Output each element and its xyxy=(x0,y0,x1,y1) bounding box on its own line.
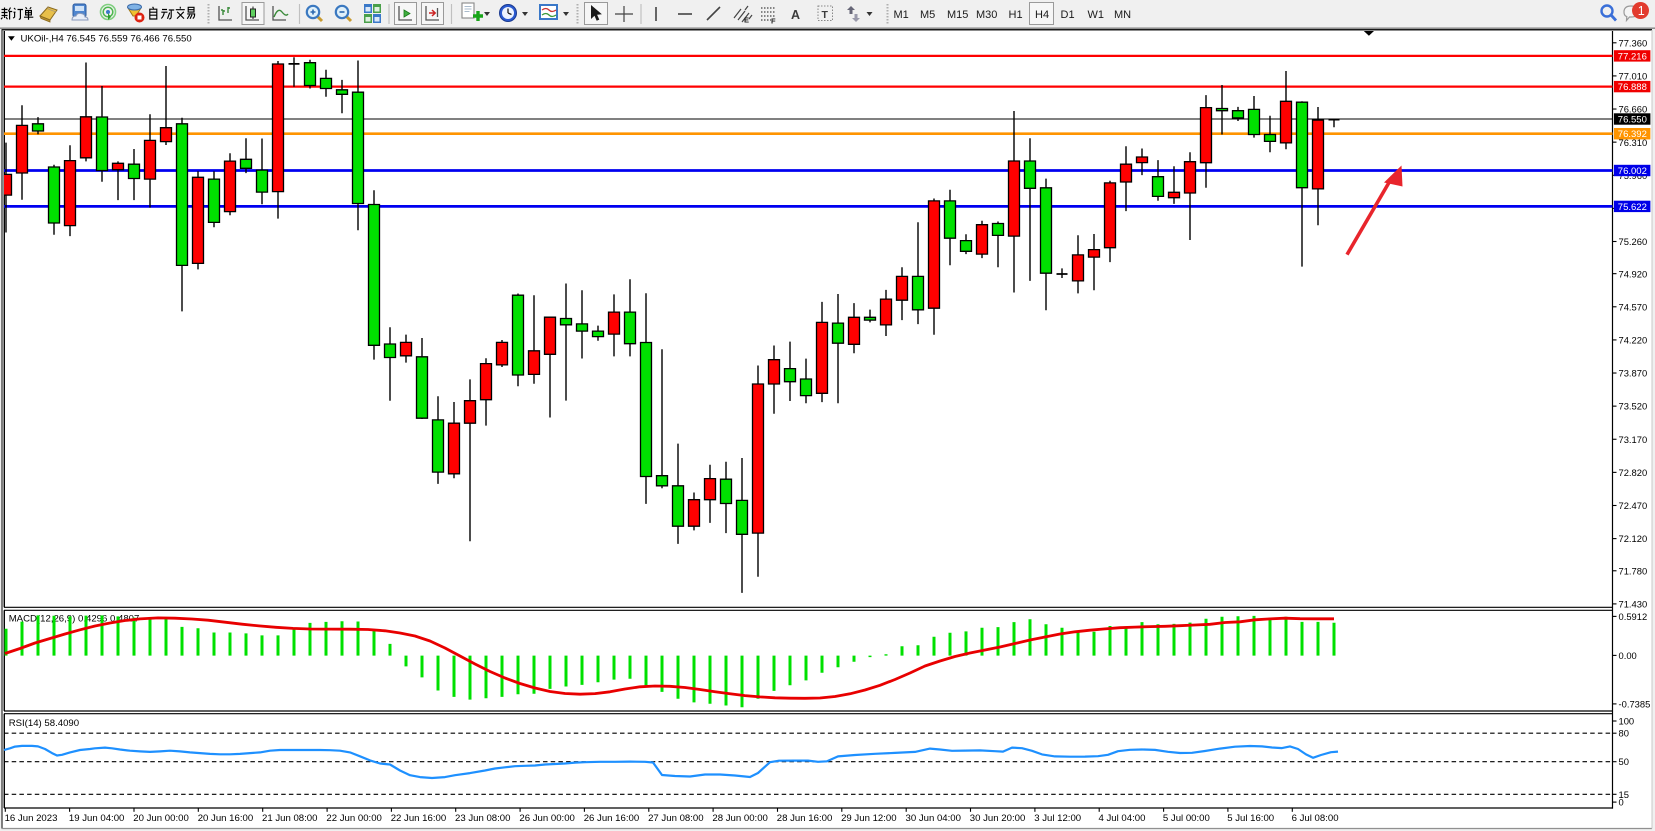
svg-text:26 Jun 00:00: 26 Jun 00:00 xyxy=(519,813,574,824)
svg-text:20 Jun 16:00: 20 Jun 16:00 xyxy=(198,813,253,824)
svg-text:77.360: 77.360 xyxy=(1619,37,1648,48)
svg-text:80: 80 xyxy=(1619,728,1629,739)
svg-text:100: 100 xyxy=(1619,716,1635,727)
svg-text:0: 0 xyxy=(1619,797,1624,808)
svg-text:77.010: 77.010 xyxy=(1619,71,1648,82)
svg-text:21 Jun 08:00: 21 Jun 08:00 xyxy=(262,813,317,824)
svg-text:75.622: 75.622 xyxy=(1618,202,1647,213)
svg-text:0.5912: 0.5912 xyxy=(1619,611,1648,622)
svg-text:71.430: 71.430 xyxy=(1619,599,1648,610)
svg-text:-0.7385: -0.7385 xyxy=(1619,698,1651,709)
svg-text:1: 1 xyxy=(1638,4,1645,18)
svg-text:22 Jun 00:00: 22 Jun 00:00 xyxy=(326,813,381,824)
svg-text:28 Jun 16:00: 28 Jun 16:00 xyxy=(777,813,832,824)
svg-text:76.660: 76.660 xyxy=(1619,104,1648,115)
svg-text:E: E xyxy=(744,16,749,25)
svg-text:73.870: 73.870 xyxy=(1619,368,1648,379)
svg-text:M5: M5 xyxy=(920,9,935,21)
svg-text:71.780: 71.780 xyxy=(1619,565,1648,576)
svg-text:F: F xyxy=(771,17,776,26)
svg-text:3 Jul 12:00: 3 Jul 12:00 xyxy=(1034,813,1081,824)
svg-text:UKOil-,H4 76.545 76.559 76.46: UKOil-,H4 76.545 76.559 76.466 76.550 xyxy=(21,34,192,45)
svg-text:19 Jun 04:00: 19 Jun 04:00 xyxy=(69,813,124,824)
svg-text:29 Jun 12:00: 29 Jun 12:00 xyxy=(841,813,896,824)
svg-text:M30: M30 xyxy=(976,9,997,21)
svg-text:M1: M1 xyxy=(894,9,909,21)
svg-text:72.470: 72.470 xyxy=(1619,500,1648,511)
svg-text:77.216: 77.216 xyxy=(1618,51,1647,62)
svg-text:74.570: 74.570 xyxy=(1619,301,1648,312)
svg-text:76.392: 76.392 xyxy=(1618,129,1647,140)
svg-text:74.220: 74.220 xyxy=(1619,335,1648,346)
svg-text:15: 15 xyxy=(1619,789,1629,800)
svg-text:23 Jun 08:00: 23 Jun 08:00 xyxy=(455,813,510,824)
svg-text:MN: MN xyxy=(1114,9,1131,21)
svg-text:73.520: 73.520 xyxy=(1619,401,1648,412)
svg-text:5 Jul 16:00: 5 Jul 16:00 xyxy=(1227,813,1274,824)
svg-text:16 Jun 2023: 16 Jun 2023 xyxy=(5,813,58,824)
svg-text:0.00: 0.00 xyxy=(1619,650,1637,661)
svg-text:MACD(12,26,9) 0.4296 0.4807: MACD(12,26,9) 0.4296 0.4807 xyxy=(9,613,140,624)
svg-text:D1: D1 xyxy=(1061,9,1075,21)
svg-text:74.920: 74.920 xyxy=(1619,268,1648,279)
svg-text:H1: H1 xyxy=(1009,9,1023,21)
svg-text:5 Jul 00:00: 5 Jul 00:00 xyxy=(1163,813,1210,824)
svg-text:76.550: 76.550 xyxy=(1618,115,1647,126)
svg-text:A: A xyxy=(791,8,800,22)
svg-text:W1: W1 xyxy=(1088,9,1105,21)
svg-text:50: 50 xyxy=(1619,756,1629,767)
svg-text:20 Jun 00:00: 20 Jun 00:00 xyxy=(133,813,188,824)
svg-text:76.888: 76.888 xyxy=(1618,82,1647,93)
svg-text:27 Jun 08:00: 27 Jun 08:00 xyxy=(648,813,703,824)
svg-text:22 Jun 16:00: 22 Jun 16:00 xyxy=(391,813,446,824)
svg-text:4 Jul 04:00: 4 Jul 04:00 xyxy=(1099,813,1146,824)
svg-text:75.260: 75.260 xyxy=(1619,236,1648,247)
svg-text:6 Jul 08:00: 6 Jul 08:00 xyxy=(1292,813,1339,824)
svg-text:72.820: 72.820 xyxy=(1619,467,1648,478)
svg-text:RSI(14) 58.4090: RSI(14) 58.4090 xyxy=(9,718,79,729)
svg-text:30 Jun 20:00: 30 Jun 20:00 xyxy=(970,813,1025,824)
svg-text:30 Jun 04:00: 30 Jun 04:00 xyxy=(906,813,961,824)
svg-text:73.170: 73.170 xyxy=(1619,434,1648,445)
svg-text:26 Jun 16:00: 26 Jun 16:00 xyxy=(584,813,639,824)
svg-text:M15: M15 xyxy=(947,9,968,21)
svg-text:76.002: 76.002 xyxy=(1618,166,1647,177)
svg-text:76.310: 76.310 xyxy=(1619,137,1648,148)
svg-text:H4: H4 xyxy=(1035,9,1049,21)
svg-text:72.120: 72.120 xyxy=(1619,533,1648,544)
svg-text:T: T xyxy=(822,9,829,21)
svg-text:28 Jun 00:00: 28 Jun 00:00 xyxy=(712,813,767,824)
